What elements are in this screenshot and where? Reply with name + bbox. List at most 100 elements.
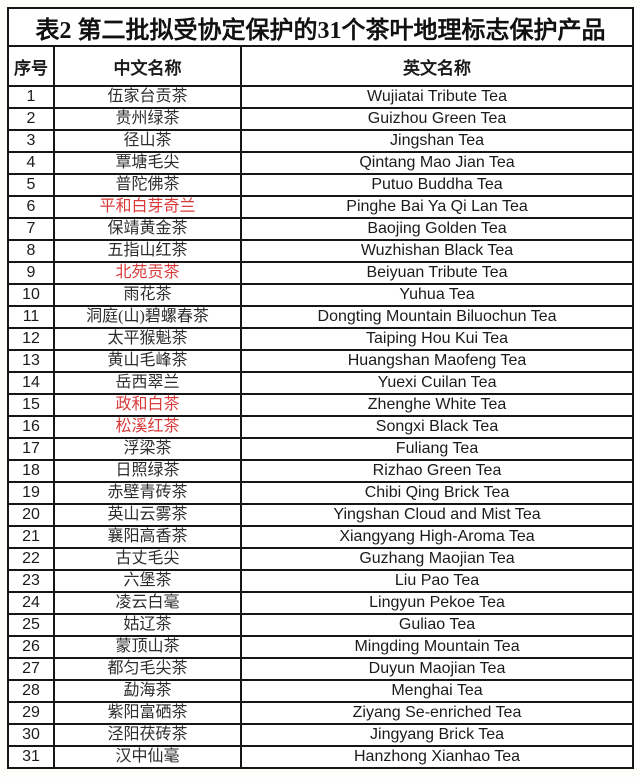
- chinese-name-cell: 姑辽茶: [53, 613, 242, 637]
- english-name-cell: Liu Pao Tea: [239, 569, 635, 593]
- title-row: 表2 第二批拟受协定保护的31个茶叶地理标志保护产品: [6, 7, 635, 47]
- chinese-name-cell: 伍家台贡茶: [53, 85, 242, 109]
- table-row: 16 松溪红茶 Songxi Black Tea: [7, 415, 635, 439]
- table-row: 13 黄山毛峰茶 Huangshan Maofeng Tea: [7, 349, 635, 373]
- column-header-chinese-name: 中文名称: [53, 45, 242, 87]
- row-number-cell: 3: [7, 129, 55, 153]
- chinese-name-cell: 都匀毛尖茶: [53, 657, 242, 681]
- chinese-name-cell: 贵州绿茶: [53, 107, 242, 131]
- english-name-cell: Huangshan Maofeng Tea: [239, 349, 635, 373]
- english-name-cell: Chibi Qing Brick Tea: [239, 481, 635, 505]
- chinese-name-cell: 襄阳高香茶: [53, 525, 242, 549]
- english-name-cell: Yuhua Tea: [239, 283, 635, 307]
- english-name-cell: Wuzhishan Black Tea: [239, 239, 635, 263]
- row-number-cell: 30: [7, 723, 55, 747]
- table-row: 12 太平猴魁茶 Taiping Hou Kui Tea: [7, 327, 635, 351]
- table-row: 11 洞庭(山)碧螺春茶 Dongting Mountain Biluochun T…: [7, 305, 635, 329]
- row-number-cell: 10: [7, 283, 55, 307]
- chinese-name-cell: 岳西翠兰: [53, 371, 242, 395]
- english-name-cell: Wujiatai Tribute Tea: [239, 85, 635, 109]
- chinese-name-cell: 古丈毛尖: [53, 547, 242, 571]
- table-row: 1 伍家台贡茶 Wujiatai Tribute Tea: [7, 85, 635, 109]
- table-row: 24 凌云白毫 Lingyun Pekoe Tea: [7, 591, 635, 615]
- english-name-cell: Guzhang Maojian Tea: [239, 547, 635, 571]
- chinese-name-cell: 六堡茶: [53, 569, 242, 593]
- english-name-cell: Guliao Tea: [239, 613, 635, 637]
- row-number-cell: 12: [7, 327, 55, 351]
- row-number-cell: 7: [7, 217, 55, 241]
- row-number-cell: 9: [7, 261, 55, 285]
- table-row: 7 保靖黄金茶 Baojing Golden Tea: [7, 217, 635, 241]
- table-row: 27 都匀毛尖茶 Duyun Maojian Tea: [7, 657, 635, 681]
- chinese-name-cell: 英山云雾茶: [53, 503, 242, 527]
- english-name-cell: Lingyun Pekoe Tea: [239, 591, 635, 615]
- table-row: 19 赤壁青砖茶 Chibi Qing Brick Tea: [7, 481, 635, 505]
- chinese-name-cell: 洞庭(山)碧螺春茶: [53, 305, 242, 329]
- row-number-cell: 1: [7, 85, 55, 109]
- table-row: 21 襄阳高香茶 Xiangyang High-Aroma Tea: [7, 525, 635, 549]
- english-name-cell: Fuliang Tea: [239, 437, 635, 461]
- english-name-cell: Xiangyang High-Aroma Tea: [239, 525, 635, 549]
- chinese-name-cell: 五指山红茶: [53, 239, 242, 263]
- english-name-cell: Menghai Tea: [239, 679, 635, 703]
- table-row: 6 平和白芽奇兰 Pinghe Bai Ya Qi Lan Tea: [7, 195, 635, 219]
- row-number-cell: 21: [7, 525, 55, 549]
- row-number-cell: 6: [7, 195, 55, 219]
- chinese-name-cell: 凌云白毫: [53, 591, 242, 615]
- table-row: 30 泾阳茯砖茶 Jingyang Brick Tea: [7, 723, 635, 747]
- table-body: 1 伍家台贡茶 Wujiatai Tribute Tea 2 贵州绿茶 Guizhou G…: [7, 85, 635, 769]
- row-number-cell: 25: [7, 613, 55, 637]
- row-number-cell: 20: [7, 503, 55, 527]
- english-name-cell: Putuo Buddha Tea: [239, 173, 635, 197]
- english-name-cell: Yuexi Cuilan Tea: [239, 371, 635, 395]
- english-name-cell: Hanzhong Xianhao Tea: [239, 745, 635, 769]
- row-number-cell: 29: [7, 701, 55, 725]
- english-name-cell: Dongting Mountain Biluochun Tea: [239, 305, 635, 329]
- english-name-cell: Rizhao Green Tea: [239, 459, 635, 483]
- chinese-name-cell: 蒙顶山茶: [53, 635, 242, 659]
- header-row: 序号 中文名称 英文名称: [7, 45, 635, 87]
- row-number-cell: 2: [7, 107, 55, 131]
- chinese-name-cell: 松溪红茶: [53, 415, 242, 439]
- column-header-english-name: 英文名称: [239, 45, 635, 87]
- table-title: 表2 第二批拟受协定保护的31个茶叶地理标志保护产品: [6, 7, 635, 47]
- chinese-name-cell: 太平猴魁茶: [53, 327, 242, 351]
- chinese-name-cell: 普陀佛茶: [53, 173, 242, 197]
- english-name-cell: Duyun Maojian Tea: [239, 657, 635, 681]
- english-name-cell: Songxi Black Tea: [239, 415, 635, 439]
- row-number-cell: 17: [7, 437, 55, 461]
- english-name-cell: Jingyang Brick Tea: [239, 723, 635, 747]
- row-number-cell: 4: [7, 151, 55, 175]
- chinese-name-cell: 北苑贡茶: [53, 261, 242, 285]
- table-row: 2 贵州绿茶 Guizhou Green Tea: [7, 107, 635, 131]
- table-row: 23 六堡茶 Liu Pao Tea: [7, 569, 635, 593]
- chinese-name-cell: 雨花茶: [53, 283, 242, 307]
- row-number-cell: 13: [7, 349, 55, 373]
- table-row: 29 紫阳富硒茶 Ziyang Se-enriched Tea: [7, 701, 635, 725]
- table-row: 10 雨花茶 Yuhua Tea: [7, 283, 635, 307]
- row-number-cell: 5: [7, 173, 55, 197]
- table-row: 28 勐海茶 Menghai Tea: [7, 679, 635, 703]
- chinese-name-cell: 日照绿茶: [53, 459, 242, 483]
- chinese-name-cell: 黄山毛峰茶: [53, 349, 242, 373]
- english-name-cell: Beiyuan Tribute Tea: [239, 261, 635, 285]
- chinese-name-cell: 赤壁青砖茶: [53, 481, 242, 505]
- row-number-cell: 14: [7, 371, 55, 395]
- table-row: 22 古丈毛尖 Guzhang Maojian Tea: [7, 547, 635, 571]
- row-number-cell: 8: [7, 239, 55, 263]
- row-number-cell: 16: [7, 415, 55, 439]
- english-name-cell: Jingshan Tea: [239, 129, 635, 153]
- row-number-cell: 15: [7, 393, 55, 417]
- table-row: 26 蒙顶山茶 Mingding Mountain Tea: [7, 635, 635, 659]
- table-row: 17 浮梁茶 Fuliang Tea: [7, 437, 635, 461]
- table-row: 9 北苑贡茶 Beiyuan Tribute Tea: [7, 261, 635, 285]
- row-number-cell: 31: [7, 745, 55, 769]
- row-number-cell: 18: [7, 459, 55, 483]
- chinese-name-cell: 平和白芽奇兰: [53, 195, 242, 219]
- table-row: 8 五指山红茶 Wuzhishan Black Tea: [7, 239, 635, 263]
- english-name-cell: Ziyang Se-enriched Tea: [239, 701, 635, 725]
- table-row: 14 岳西翠兰 Yuexi Cuilan Tea: [7, 371, 635, 395]
- row-number-cell: 22: [7, 547, 55, 571]
- chinese-name-cell: 覃塘毛尖: [53, 151, 242, 175]
- chinese-name-cell: 勐海茶: [53, 679, 242, 703]
